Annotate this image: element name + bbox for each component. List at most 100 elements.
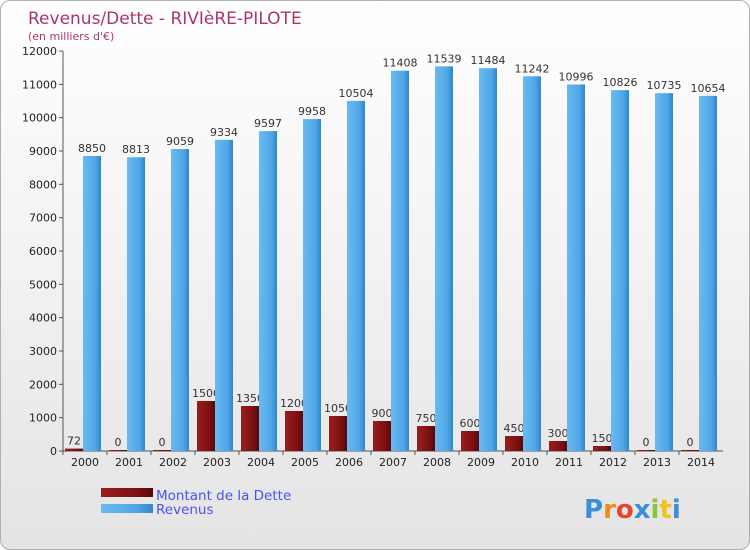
logo-letter: i [672, 495, 681, 525]
bar-dette-label: 600 [460, 417, 481, 430]
bar-revenus-label: 11242 [515, 62, 550, 75]
x-tick-label: 2003 [203, 456, 231, 469]
bar-revenus [303, 119, 321, 452]
bar-dette-label: 0 [115, 436, 122, 449]
legend-swatch-debt [101, 488, 153, 497]
bar-revenus-label: 9059 [166, 135, 194, 148]
legend-swatch-revenus [101, 504, 153, 513]
bar-dette [109, 450, 127, 451]
bar-revenus-label: 9597 [254, 117, 282, 130]
bar-dette-label: 900 [372, 407, 393, 420]
bar-dette-label: 0 [687, 436, 694, 449]
x-tick-label: 2005 [291, 456, 319, 469]
x-axis: 2000 2001 2002 2003 2004 2005 2006 2007 2008 2009… [62, 450, 723, 469]
logo-letter: t [659, 495, 671, 525]
proxiti-logo: Proxiti [584, 495, 681, 525]
x-tick-label: 2006 [335, 456, 363, 469]
x-tick-label: 2001 [115, 456, 143, 469]
bar-revenus-label: 9334 [210, 126, 238, 139]
y-axis: 0 1000 2000 3000 4000 5000 6000 7000 8000 9000 100… [22, 45, 64, 458]
bar-revenus [611, 90, 629, 451]
x-tick-label: 2002 [159, 456, 187, 469]
bar-revenus [567, 84, 585, 451]
logo-text: Proxiti [584, 495, 681, 525]
bar-revenus-label: 10654 [691, 82, 726, 95]
bar-revenus-label: 8850 [78, 142, 106, 155]
y-tick-label: 1000 [29, 412, 57, 425]
bar-dette-label: 300 [548, 427, 569, 440]
bar-dette [373, 421, 391, 451]
x-tick-label: 2012 [599, 456, 627, 469]
bar-dette-label: 150 [592, 432, 613, 445]
bar-dette-label: 1200 [280, 397, 308, 410]
bar-dette [461, 431, 479, 451]
bar-dette-label: 1350 [236, 392, 264, 405]
bar-revenus [479, 68, 497, 451]
bar-dette [637, 450, 655, 451]
bar-dette [153, 450, 171, 451]
x-tick-label: 2009 [467, 456, 495, 469]
y-tick-label: 3000 [29, 345, 57, 358]
bar-revenus [259, 131, 277, 451]
bar-revenus-label: 10504 [339, 87, 374, 100]
bar-dette [549, 441, 567, 451]
bar-dette [417, 426, 435, 451]
x-tick-label: 2011 [555, 456, 583, 469]
bar-dette-label: 1500 [192, 387, 220, 400]
logo-letter: r [603, 495, 616, 525]
x-tick-label: 2010 [511, 456, 539, 469]
bar-dette [505, 436, 523, 451]
bar-revenus-label: 11408 [383, 57, 418, 70]
bar-dette [681, 450, 699, 451]
y-tick-label: 8000 [29, 178, 57, 191]
bar-revenus-label: 11484 [471, 54, 506, 67]
y-tick-label: 6000 [29, 245, 57, 258]
bar-dette [197, 401, 215, 451]
bar-revenus [127, 157, 145, 451]
y-tick-label: 4000 [29, 312, 57, 325]
y-tick-label: 9000 [29, 145, 57, 158]
x-tick-label: 2014 [687, 456, 715, 469]
bar-revenus [435, 66, 453, 451]
x-tick-label: 2000 [71, 456, 99, 469]
bar-dette-label: 0 [159, 436, 166, 449]
bar-revenus-label: 10826 [603, 76, 638, 89]
chart-title: Revenus/Dette - RIVIèRE-PILOTE [28, 9, 302, 29]
x-tick-label: 2007 [379, 456, 407, 469]
y-tick-label: 7000 [29, 212, 57, 225]
bar-revenus [215, 139, 233, 451]
bar-dette [593, 446, 611, 451]
bar-dette [329, 416, 347, 451]
y-tick-label: 2000 [29, 378, 57, 391]
bar-revenus [523, 76, 541, 452]
bar-revenus [699, 95, 717, 451]
logo-letter: o [616, 495, 634, 525]
bar-dette [241, 406, 259, 451]
x-tick-label: 2013 [643, 456, 671, 469]
bar-dette-label: 0 [643, 436, 650, 449]
bar-revenus [655, 93, 673, 452]
y-tick-label: 5000 [29, 278, 57, 291]
bar-dette-label: 450 [504, 422, 525, 435]
logo-letter: P [584, 495, 603, 525]
bar-revenus-label: 8813 [122, 143, 150, 156]
x-tick-label: 2008 [423, 456, 451, 469]
y-tick-label: 10000 [22, 112, 57, 125]
y-tick-label: 0 [50, 445, 57, 458]
bar-revenus [391, 70, 409, 451]
chart-subtitle: (en milliers d'€) [28, 30, 114, 43]
bar-dette-label: 750 [416, 412, 437, 425]
bar-revenus [347, 100, 365, 451]
bar-revenus-label: 10735 [647, 79, 682, 92]
bar-revenus [171, 149, 189, 452]
y-tick-label: 12000 [22, 45, 57, 58]
bar-revenus [83, 156, 101, 451]
bar-dette [65, 448, 83, 451]
bar-dette-label: 72 [67, 435, 81, 448]
bar-revenus-label: 11539 [427, 52, 462, 65]
logo-letter: i [651, 495, 660, 525]
bar-revenus-label: 9958 [298, 105, 326, 118]
